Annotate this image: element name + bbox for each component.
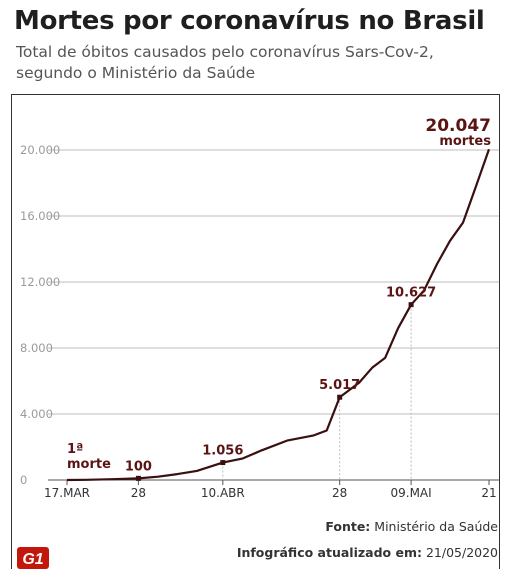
data-label: 5.017	[319, 378, 360, 393]
y-tick-label: 20.000	[20, 143, 60, 157]
x-tick-label: 28	[332, 486, 347, 500]
y-tick-label: 8.000	[20, 341, 53, 355]
data-point	[337, 394, 343, 400]
grid-layer	[48, 149, 499, 481]
data-point	[220, 460, 226, 466]
logo-text: G1	[22, 551, 43, 568]
data-label: 1.056	[202, 444, 243, 459]
source-value: Ministério da Saúde	[374, 519, 498, 534]
x-tick-label: 21	[481, 486, 496, 500]
source-label: Fonte:	[325, 519, 371, 534]
source-credit: Fonte: Ministério da Saúde	[325, 519, 498, 534]
total-deaths-label: 20.047	[425, 116, 491, 136]
y-tick-label: 0	[20, 473, 27, 487]
x-tick-label: 09.MAI	[390, 486, 431, 500]
y-tick-label: 4.000	[20, 407, 53, 421]
x-tick-label: 17.MAR	[44, 486, 90, 500]
x-tick-label: 10.ABR	[201, 486, 245, 500]
first-death-label: 1ª	[67, 442, 83, 457]
updated-value: 21/05/2020	[425, 545, 498, 560]
chart-subtitle: Total de óbitos causados pelo coronavíru…	[16, 43, 434, 82]
data-point	[135, 475, 141, 481]
data-point	[408, 302, 414, 308]
x-axis-ticks: 17.MAR 28 10.ABR 28 09.MAI 21	[44, 480, 497, 500]
first-death-label: morte	[67, 457, 111, 472]
g1-logo: G1	[17, 547, 49, 569]
data-label: 10.627	[386, 286, 436, 301]
chart-title: Mortes por coronavírus no Brasil	[14, 6, 485, 36]
y-tick-label: 16.000	[20, 209, 60, 223]
updated-label: Infográfico atualizado em:	[236, 545, 422, 560]
y-tick-label: 12.000	[20, 275, 60, 289]
deaths-line	[66, 148, 491, 482]
y-axis-ticks: 0 4.000 8.000 12.000 16.000 20.000	[20, 143, 60, 487]
total-deaths-label: mortes	[439, 134, 491, 149]
data-label: 100	[125, 459, 152, 474]
chart-frame	[11, 94, 500, 569]
update-note: Infográfico atualizado em: 21/05/2020	[237, 545, 498, 560]
x-tick-label: 28	[131, 486, 146, 500]
series-layer	[66, 148, 491, 482]
marker-layer: 100 1.056 5.017 10.627	[125, 286, 436, 481]
